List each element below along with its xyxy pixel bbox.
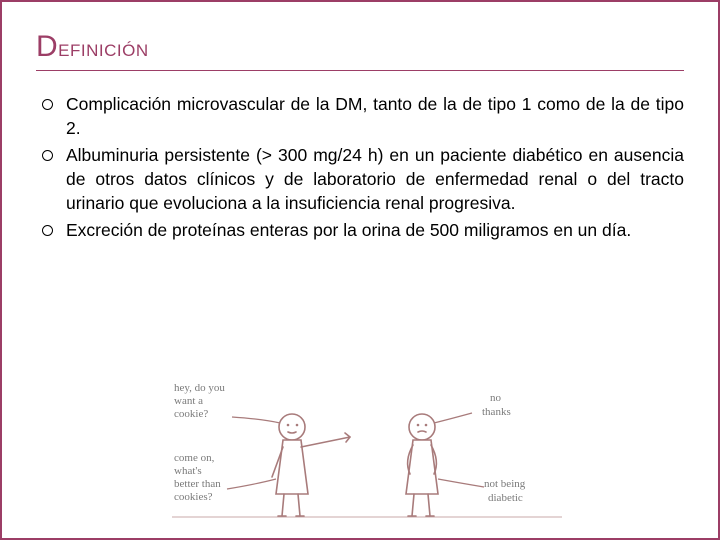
speech-text: better than: [174, 478, 221, 490]
speech-text: hey, do you: [174, 382, 225, 394]
speech-text: come on,: [174, 452, 215, 464]
figure-left: [272, 414, 350, 516]
list-item: Excreción de proteínas enteras por la or…: [40, 219, 684, 243]
figure-right: [406, 414, 438, 516]
speech-text: no: [490, 392, 502, 404]
slide-title: Definición: [36, 30, 684, 71]
speech-text: thanks: [482, 406, 511, 418]
title-rest: efinición: [58, 35, 148, 62]
speech-text: cookie?: [174, 408, 208, 420]
speech-text: diabetic: [488, 492, 523, 504]
speech-text: what's: [174, 465, 202, 477]
list-item: Albuminuria persistente (> 300 mg/24 h) …: [40, 144, 684, 215]
speech-text: cookies?: [174, 491, 213, 503]
list-item: Complicación microvascular de la DM, tan…: [40, 93, 684, 140]
cartoon-illustration: hey, do you want a cookie? come on, what…: [172, 379, 562, 524]
speech-text: want a: [174, 395, 203, 407]
speech-text: not being: [484, 478, 526, 490]
title-first-letter: D: [36, 30, 58, 63]
bullet-list: Complicación microvascular de la DM, tan…: [36, 93, 684, 243]
